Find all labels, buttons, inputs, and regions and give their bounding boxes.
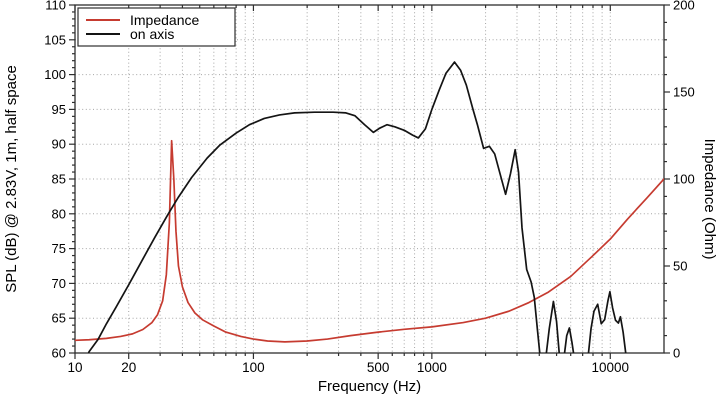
y-right-tick-label: 100 — [673, 172, 695, 187]
x-tick-label: 1000 — [417, 360, 447, 375]
x-tick-label: 10 — [67, 360, 82, 375]
impedance-curve — [75, 139, 664, 343]
y-left-axis-title: SPL (dB) @ 2.83V, 1m, half space — [3, 65, 20, 293]
y-left-tick-label: 95 — [52, 102, 66, 117]
y-left-tick-label: 70 — [52, 276, 66, 291]
y-left-tick-label: 85 — [52, 172, 66, 187]
y-right-tick-label: 150 — [673, 85, 695, 100]
x-tick-label: 20 — [121, 360, 136, 375]
y-right-tick-label: 200 — [673, 0, 695, 13]
x-tick-label: 500 — [367, 360, 390, 375]
y-left-tick-label: 90 — [52, 137, 66, 152]
y-left-tick-label: 75 — [52, 241, 66, 256]
y-right-axis-title: Impedance (Ohm) — [701, 139, 718, 260]
y-left-tick-label: 60 — [52, 346, 66, 361]
legend-label: on axis — [130, 26, 174, 42]
legend-box — [77, 7, 236, 47]
y-left-tick-label: 65 — [52, 311, 66, 326]
on-axis-curve — [87, 61, 627, 353]
y-left-tick-label: 105 — [44, 32, 66, 47]
y-left-tick-label: 80 — [52, 206, 66, 221]
y-right-tick-label: 50 — [673, 259, 687, 274]
x-tick-label: 10000 — [592, 360, 630, 375]
y-left-tick-label: 100 — [44, 67, 66, 82]
y-right-tick-label: 0 — [673, 346, 680, 361]
x-tick-label: 100 — [242, 360, 265, 375]
y-left-tick-label: 110 — [45, 0, 66, 13]
x-axis-title: Frequency (Hz) — [318, 378, 421, 395]
legend-label: Impedance — [130, 12, 199, 28]
